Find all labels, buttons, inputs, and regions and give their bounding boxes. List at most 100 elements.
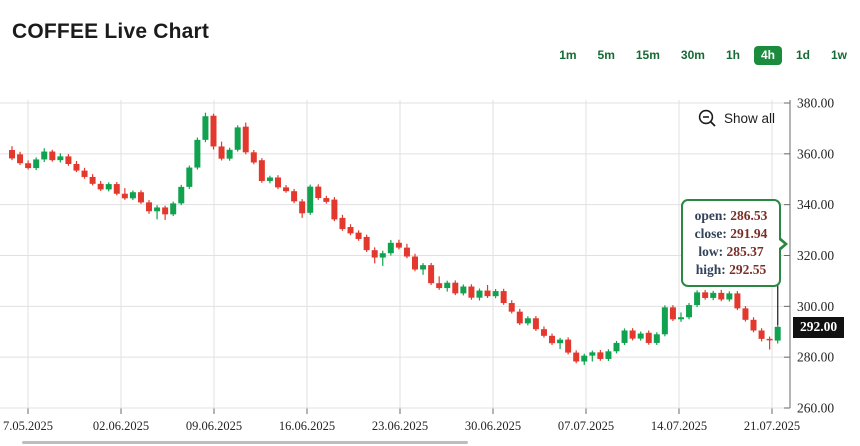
- candle[interactable]: [613, 342, 620, 352]
- candle[interactable]: [532, 318, 539, 330]
- candle[interactable]: [702, 292, 709, 298]
- candle[interactable]: [363, 236, 370, 251]
- candle[interactable]: [371, 250, 378, 258]
- candle[interactable]: [565, 339, 572, 353]
- candle[interactable]: [661, 307, 668, 335]
- candle[interactable]: [274, 177, 281, 188]
- candle[interactable]: [573, 352, 580, 362]
- candle[interactable]: [41, 151, 48, 160]
- candle[interactable]: [226, 149, 233, 159]
- candle[interactable]: [629, 330, 636, 339]
- candle[interactable]: [742, 308, 749, 320]
- candle[interactable]: [146, 202, 153, 212]
- candle[interactable]: [17, 154, 24, 164]
- candle[interactable]: [653, 334, 660, 343]
- candle[interactable]: [476, 290, 483, 298]
- candle[interactable]: [412, 256, 418, 270]
- candle[interactable]: [645, 332, 652, 343]
- candle[interactable]: [718, 292, 725, 300]
- candle[interactable]: [508, 303, 515, 312]
- candle[interactable]: [444, 282, 451, 289]
- candle[interactable]: [637, 333, 644, 339]
- candle[interactable]: [129, 192, 136, 199]
- candle[interactable]: [403, 247, 410, 257]
- timeframe-button-30m[interactable]: 30m: [680, 48, 705, 62]
- candle[interactable]: [323, 198, 330, 202]
- candle[interactable]: [420, 265, 427, 270]
- candle[interactable]: [694, 292, 701, 306]
- timeframe-button-1w[interactable]: 1w: [830, 48, 847, 62]
- candle[interactable]: [242, 126, 249, 153]
- timeframe-button-4h[interactable]: 4h: [753, 46, 782, 66]
- candle[interactable]: [758, 330, 765, 339]
- candle[interactable]: [387, 242, 394, 254]
- candle[interactable]: [669, 307, 676, 320]
- timeframe-button-1h[interactable]: 1h: [725, 48, 740, 62]
- candle[interactable]: [524, 318, 531, 324]
- candle[interactable]: [484, 290, 491, 297]
- candle[interactable]: [686, 305, 693, 318]
- candle[interactable]: [65, 156, 72, 164]
- candle[interactable]: [726, 293, 733, 300]
- timeframe-button-5m[interactable]: 5m: [597, 48, 615, 62]
- show-all-button[interactable]: Show all: [698, 109, 775, 128]
- timeframe-button-1m[interactable]: 1m: [559, 48, 577, 62]
- candle[interactable]: [452, 282, 459, 294]
- candle[interactable]: [81, 170, 88, 177]
- candle[interactable]: [315, 186, 322, 199]
- candle[interactable]: [774, 326, 781, 341]
- candle[interactable]: [339, 217, 346, 230]
- candle[interactable]: [581, 355, 588, 362]
- candle[interactable]: [557, 339, 564, 344]
- candle[interactable]: [299, 201, 306, 214]
- candle[interactable]: [25, 163, 32, 169]
- candle[interactable]: [379, 253, 386, 258]
- candle[interactable]: [186, 167, 193, 187]
- candle[interactable]: [210, 115, 217, 147]
- candle[interactable]: [218, 146, 225, 159]
- candle[interactable]: [250, 152, 257, 163]
- candle[interactable]: [202, 116, 209, 140]
- candle[interactable]: [540, 329, 547, 336]
- candle[interactable]: [307, 186, 314, 213]
- candle[interactable]: [331, 199, 338, 220]
- candle[interactable]: [33, 159, 40, 169]
- candle[interactable]: [355, 232, 362, 239]
- candle[interactable]: [194, 139, 201, 168]
- candle[interactable]: [766, 338, 773, 341]
- candle[interactable]: [347, 227, 354, 234]
- candle[interactable]: [89, 176, 96, 184]
- candle[interactable]: [605, 351, 612, 359]
- candle[interactable]: [468, 286, 475, 298]
- candle[interactable]: [57, 156, 64, 161]
- candle[interactable]: [621, 330, 628, 343]
- candle[interactable]: [516, 311, 523, 324]
- candle[interactable]: [154, 207, 161, 212]
- candle[interactable]: [460, 286, 467, 294]
- candle[interactable]: [677, 317, 684, 320]
- candle[interactable]: [710, 292, 717, 298]
- candle[interactable]: [291, 191, 298, 202]
- candle[interactable]: [178, 186, 185, 204]
- candle[interactable]: [500, 291, 507, 304]
- candle[interactable]: [750, 319, 757, 331]
- candle[interactable]: [234, 127, 241, 150]
- candle[interactable]: [734, 293, 741, 309]
- candle[interactable]: [597, 352, 604, 359]
- candle[interactable]: [283, 187, 290, 192]
- candle[interactable]: [105, 184, 112, 190]
- chart-scrollbar-thumb[interactable]: [22, 441, 468, 444]
- candle[interactable]: [73, 164, 80, 171]
- candle[interactable]: [49, 151, 56, 161]
- timeframe-button-1d[interactable]: 1d: [795, 48, 810, 62]
- candle[interactable]: [395, 242, 402, 248]
- candle[interactable]: [121, 193, 128, 199]
- candle[interactable]: [162, 207, 169, 215]
- candle[interactable]: [137, 192, 144, 203]
- candle[interactable]: [170, 203, 177, 215]
- timeframe-button-15m[interactable]: 15m: [635, 48, 660, 62]
- candle[interactable]: [266, 177, 273, 182]
- candle[interactable]: [492, 291, 499, 297]
- candle[interactable]: [549, 335, 556, 344]
- candle[interactable]: [436, 283, 443, 289]
